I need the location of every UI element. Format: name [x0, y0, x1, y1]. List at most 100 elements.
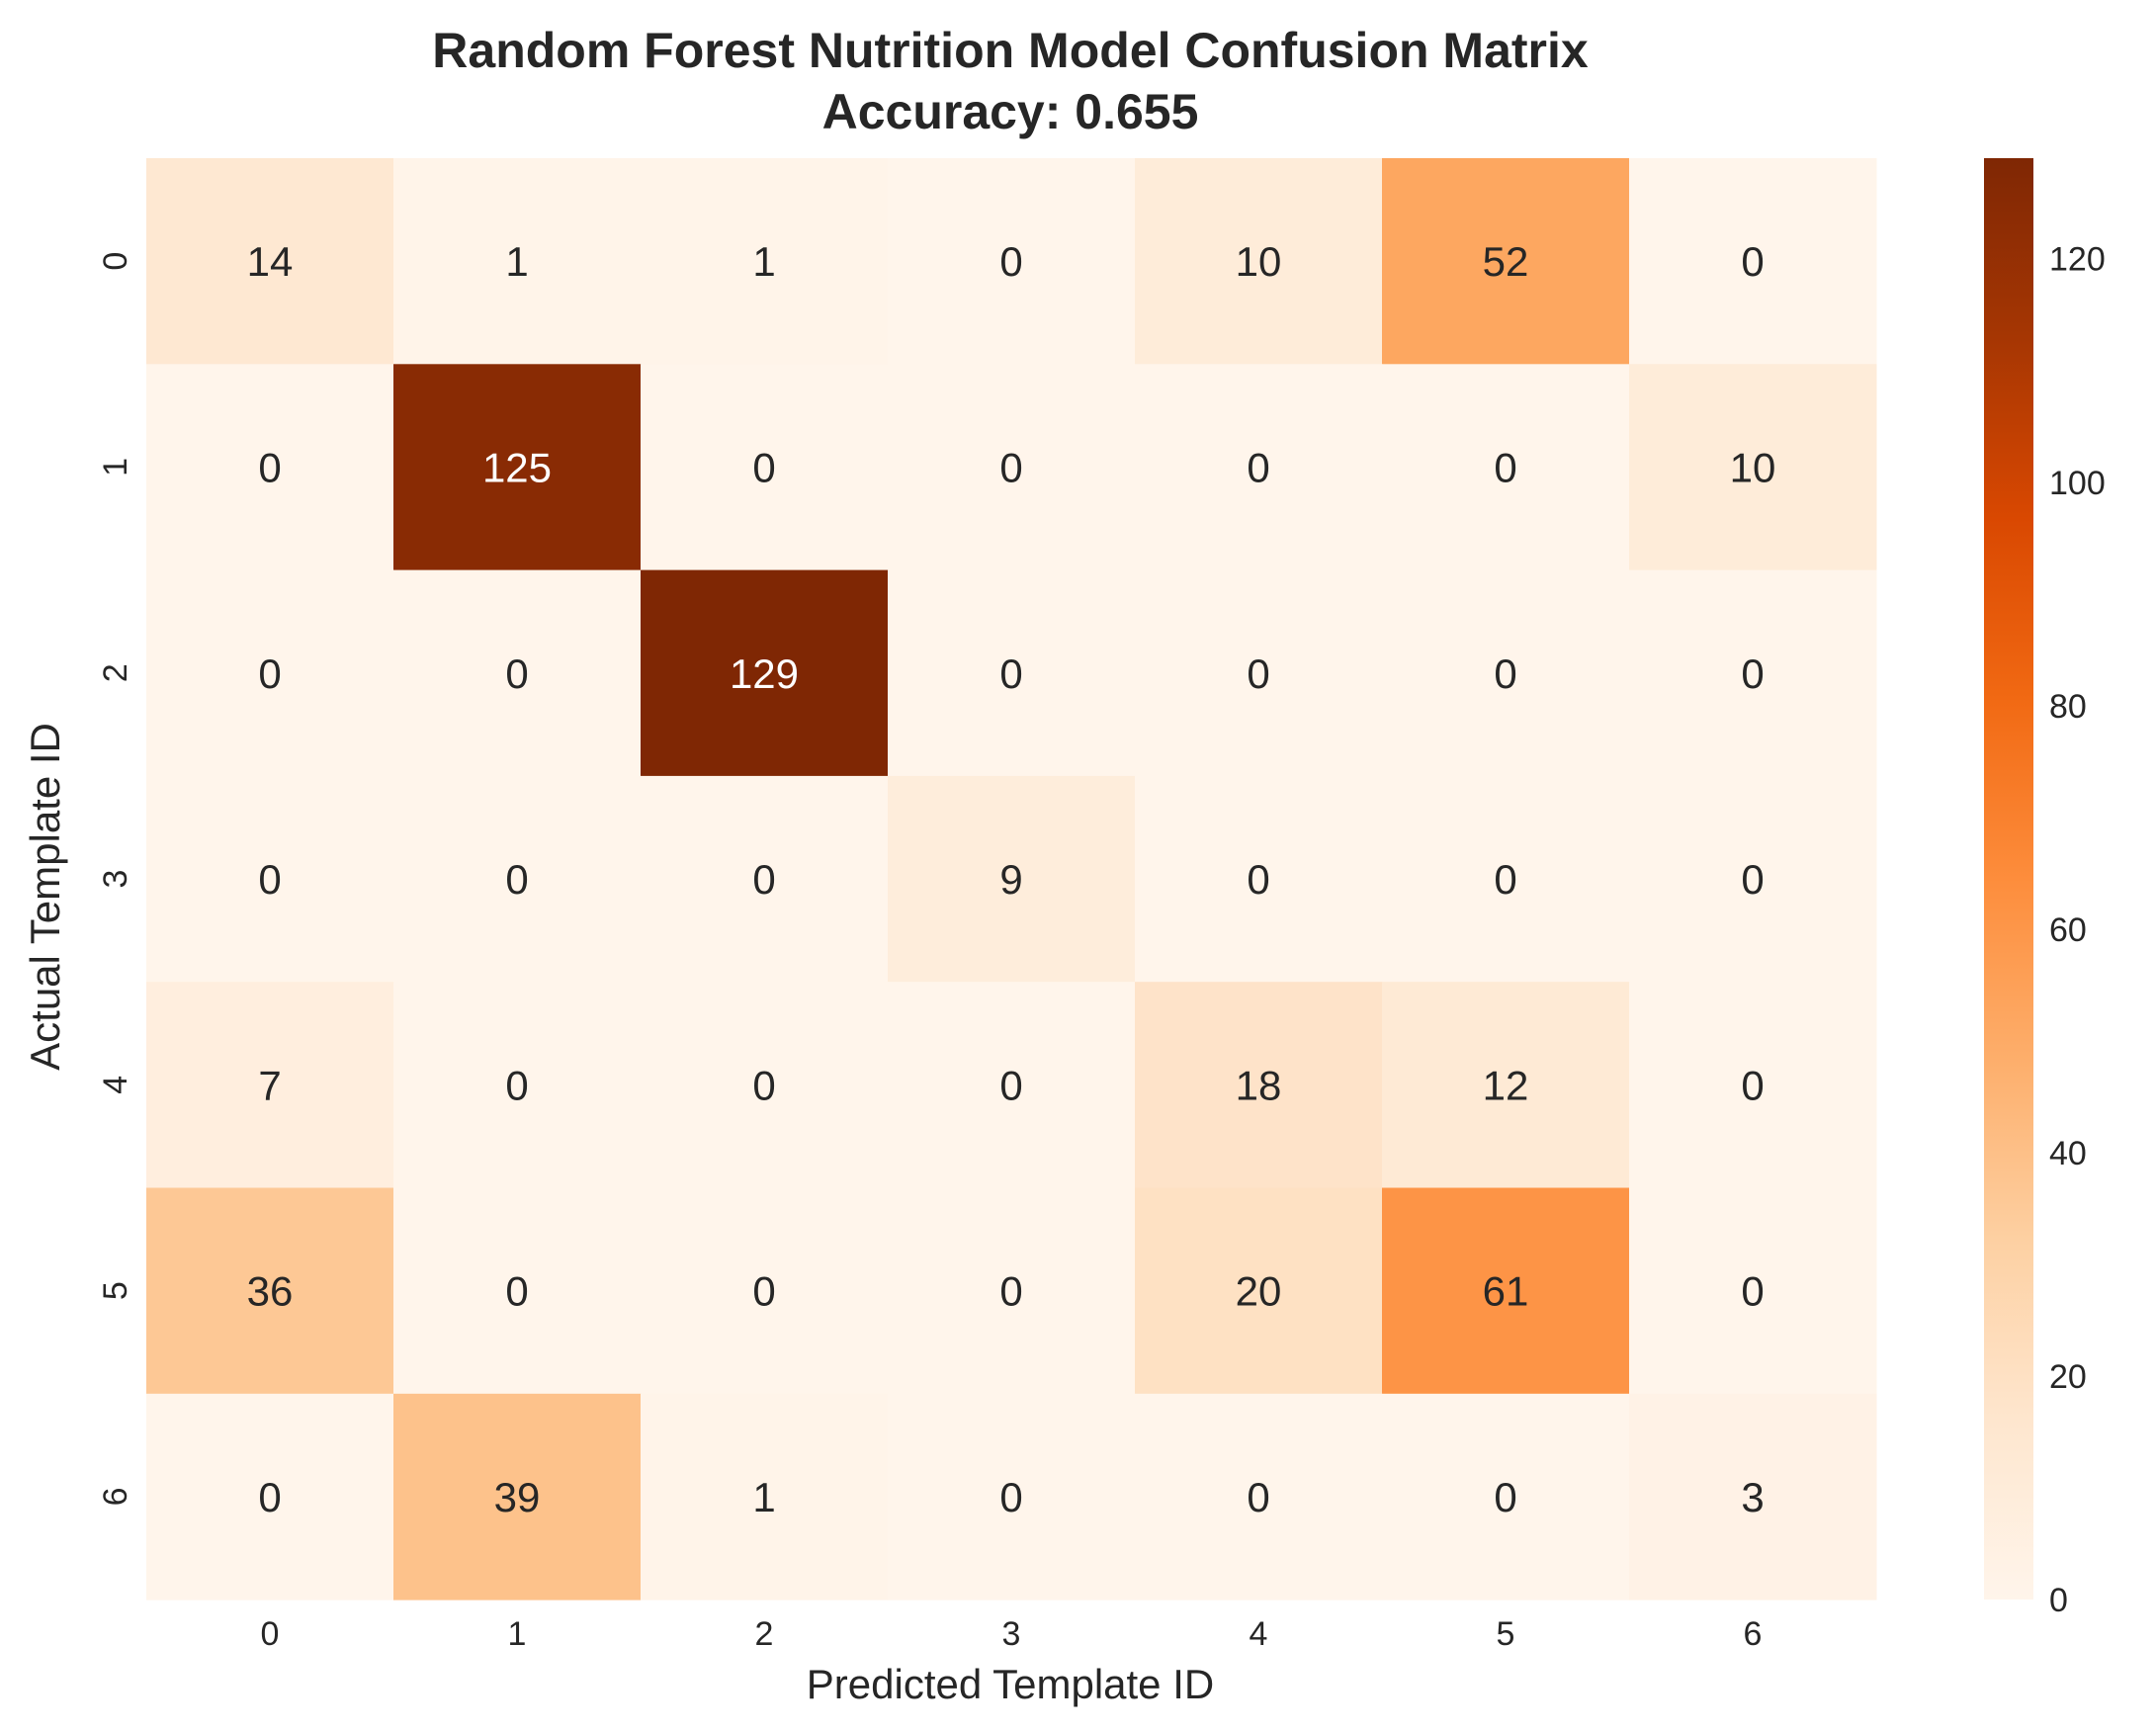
cell-value-0-0: 14: [247, 238, 294, 285]
x-tick-labels: 0 1 2 3 4 5 6: [261, 1615, 1763, 1653]
heatmap-cell-1-4: [1135, 364, 1383, 571]
y-tick-labels: 0 1 2 3 4 5 6: [97, 252, 134, 1507]
cell-value-5-4: 20: [1236, 1268, 1282, 1315]
chart-title-line2: Accuracy: 0.655: [822, 84, 1199, 139]
heatmap-cell-1-2: [641, 364, 889, 571]
heatmap-cell-2-2: [641, 569, 889, 777]
cell-value-2-6: 0: [1741, 650, 1764, 697]
x-tick-5: 5: [1497, 1615, 1515, 1653]
heatmap-cell-1-6: [1629, 364, 1877, 571]
cell-value-4-2: 0: [752, 1062, 775, 1108]
heatmap-cell-5-0: [146, 1187, 394, 1395]
heatmap-cell-3-1: [393, 775, 642, 983]
cell-value-6-0: 0: [258, 1474, 281, 1520]
cell-value-1-1: 125: [482, 444, 552, 490]
heatmap-cell-0-4: [1135, 158, 1383, 365]
colorbar-tick-100: 100: [2049, 465, 2106, 502]
x-tick-6: 6: [1744, 1615, 1763, 1653]
heatmap-cell-2-6: [1629, 569, 1877, 777]
heatmap-cell-6-6: [1629, 1393, 1877, 1601]
cell-value-2-2: 129: [730, 650, 799, 697]
heatmap-cell-3-3: [888, 775, 1136, 983]
cell-value-6-2: 1: [752, 1474, 775, 1520]
heatmap-cell-5-3: [888, 1187, 1136, 1395]
colorbar-tick-0: 0: [2049, 1582, 2068, 1619]
cell-value-4-3: 0: [999, 1062, 1022, 1108]
x-axis-label: Predicted Template ID: [807, 1661, 1214, 1707]
y-tick-6: 6: [97, 1487, 134, 1506]
heatmap-cell-0-0: [146, 158, 394, 365]
heatmap-cell-4-2: [641, 982, 889, 1188]
x-tick-4: 4: [1250, 1615, 1268, 1653]
heatmap-cell-0-6: [1629, 158, 1877, 365]
cell-value-5-1: 0: [505, 1268, 528, 1315]
cell-value-5-2: 0: [752, 1268, 775, 1315]
cell-value-3-2: 0: [752, 856, 775, 903]
heatmap-cell-2-4: [1135, 569, 1383, 777]
heatmap-cell-5-5: [1382, 1187, 1630, 1395]
heatmap-cell-5-2: [641, 1187, 889, 1395]
heatmap-cell-3-5: [1382, 775, 1630, 983]
cell-value-6-6: 3: [1741, 1474, 1764, 1520]
cell-value-3-4: 0: [1247, 856, 1269, 903]
cell-value-3-5: 0: [1494, 856, 1516, 903]
cell-value-2-1: 0: [505, 650, 528, 697]
cell-value-3-3: 9: [999, 856, 1022, 903]
heatmap-cell-6-3: [888, 1393, 1136, 1601]
heatmap-cell-4-3: [888, 982, 1136, 1188]
cell-value-0-3: 0: [999, 238, 1022, 285]
cell-value-5-6: 0: [1741, 1268, 1764, 1315]
cell-value-1-6: 10: [1730, 444, 1776, 490]
heatmap-cell-2-5: [1382, 569, 1630, 777]
heatmap-cell-2-3: [888, 569, 1136, 777]
heatmap-cell-4-0: [146, 982, 394, 1188]
colorbar-tick-120: 120: [2049, 241, 2106, 279]
heatmap-cell-5-1: [393, 1187, 642, 1395]
cell-value-3-6: 0: [1741, 856, 1764, 903]
cell-value-1-4: 0: [1247, 444, 1269, 490]
x-tick-2: 2: [755, 1615, 774, 1653]
cell-value-0-4: 10: [1236, 238, 1282, 285]
heatmap-cell-4-4: [1135, 982, 1383, 1188]
heatmap-cell-3-4: [1135, 775, 1383, 983]
cell-value-1-3: 0: [999, 444, 1022, 490]
cell-value-6-4: 0: [1247, 1474, 1269, 1520]
heatmap-cell-2-0: [146, 569, 394, 777]
heatmap-cell-6-4: [1135, 1393, 1383, 1601]
cell-value-2-4: 0: [1247, 650, 1269, 697]
cell-value-6-3: 0: [999, 1474, 1022, 1520]
cell-value-1-0: 0: [258, 444, 281, 490]
y-tick-1: 1: [97, 458, 134, 476]
x-tick-3: 3: [1002, 1615, 1021, 1653]
heatmap-cell-3-2: [641, 775, 889, 983]
colorbar-tick-labels: 0 20 40 60 80 100 120: [2049, 241, 2106, 1619]
cell-value-3-0: 0: [258, 856, 281, 903]
colorbar-tick-60: 60: [2049, 911, 2087, 949]
y-tick-0: 0: [97, 252, 134, 271]
y-tick-3: 3: [97, 870, 134, 889]
y-tick-2: 2: [97, 663, 134, 682]
heatmap-cell-0-1: [393, 158, 642, 365]
heatmap-cell-6-5: [1382, 1393, 1630, 1601]
heatmap-cell-6-1: [393, 1393, 642, 1601]
heatmap-cell-1-1: [393, 364, 642, 571]
x-tick-1: 1: [508, 1615, 527, 1653]
heatmap-cell-6-0: [146, 1393, 394, 1601]
cell-value-1-2: 0: [752, 444, 775, 490]
heatmap-cell-6-2: [641, 1393, 889, 1601]
cell-value-3-1: 0: [505, 856, 528, 903]
cell-value-4-4: 18: [1236, 1062, 1282, 1108]
cell-value-2-5: 0: [1494, 650, 1516, 697]
heatmap-cell-0-2: [641, 158, 889, 365]
cell-value-1-5: 0: [1494, 444, 1516, 490]
heatmap-cell-4-5: [1382, 982, 1630, 1188]
cell-value-4-1: 0: [505, 1062, 528, 1108]
cell-value-5-5: 61: [1483, 1268, 1529, 1315]
cell-value-4-0: 7: [258, 1062, 281, 1108]
y-axis-label: Actual Template ID: [22, 723, 68, 1071]
cell-value-5-0: 36: [247, 1268, 294, 1315]
cell-value-0-1: 1: [505, 238, 528, 285]
cell-value-2-0: 0: [258, 650, 281, 697]
colorbar-tick-40: 40: [2049, 1135, 2087, 1172]
